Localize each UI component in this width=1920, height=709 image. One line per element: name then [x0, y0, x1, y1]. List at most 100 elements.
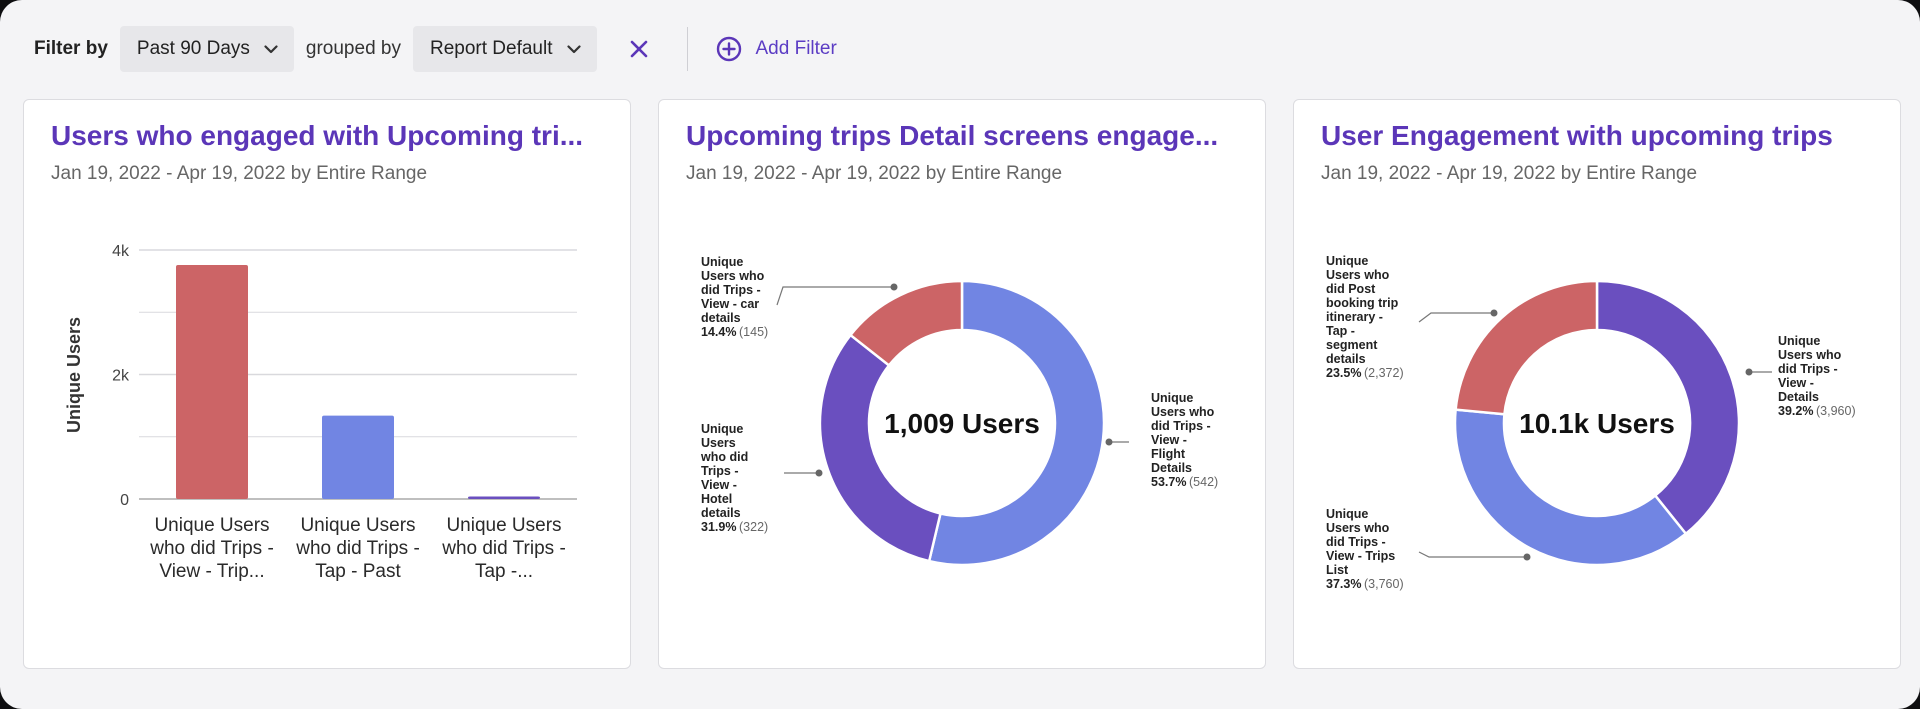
donut-slice	[818, 333, 942, 563]
slice-percent: 23.5%	[1326, 366, 1361, 380]
slice-count: (3,760)	[1364, 577, 1404, 591]
slice-label: View - car	[701, 297, 759, 311]
x-tick-label: who did Trips -	[149, 538, 274, 559]
card-title[interactable]: User Engagement with upcoming trips	[1321, 120, 1833, 151]
slice-percent: 37.3%	[1326, 577, 1361, 591]
slice-label: Users who	[1778, 348, 1842, 362]
date-range-value: Past 90 Days	[136, 38, 250, 59]
slice-label: did Trips -	[1778, 362, 1838, 376]
donut-slice	[927, 279, 1106, 567]
slice-label: List	[1326, 563, 1349, 577]
slice-label: Unique	[1326, 254, 1368, 268]
y-tick-label: 0	[120, 492, 129, 509]
slice-percent: 31.9%	[701, 520, 736, 534]
chevron-down-icon	[264, 44, 278, 53]
x-tick-label: Unique Users	[300, 515, 415, 536]
card-subtitle: Jan 19, 2022 - Apr 19, 2022 by Entire Ra…	[51, 163, 428, 184]
center-total: 10.1k Users	[1519, 408, 1675, 439]
slice-label: Hotel	[701, 492, 732, 506]
leader-dot	[1105, 438, 1113, 446]
add-filter-label: Add Filter	[755, 38, 837, 59]
slice-count: (145)	[739, 325, 768, 339]
filter-by-label: Filter by	[34, 38, 108, 59]
report-card: User Engagement with upcoming trips Jan …	[1293, 99, 1901, 669]
slice-label: did Trips -	[701, 283, 761, 297]
bar	[468, 496, 540, 499]
x-tick-label: Unique Users	[154, 515, 269, 536]
filter-bar: Filter by Past 90 Days grouped by Report…	[34, 26, 837, 72]
slice-label: View -	[1778, 376, 1814, 390]
x-tick-label: Unique Users	[446, 515, 561, 536]
slice-label: did Trips -	[1151, 419, 1211, 433]
slice-label: did Trips -	[1326, 535, 1386, 549]
slice-label: booking trip	[1326, 296, 1399, 310]
y-axis-label: Unique Users	[64, 317, 84, 433]
x-tick-label: Tap -...	[475, 561, 533, 582]
report-card: Upcoming trips Detail screens engage... …	[658, 99, 1266, 669]
y-tick-label: 2k	[112, 368, 130, 385]
date-range-dropdown[interactable]: Past 90 Days	[119, 26, 294, 72]
x-tick-label: who did Trips -	[441, 538, 566, 559]
slice-count: (322)	[739, 520, 768, 534]
y-tick-label: 4k	[112, 243, 130, 260]
slice-label: View - Trips	[1326, 549, 1395, 563]
slice-label: Unique	[1326, 507, 1368, 521]
x-tick-label: View - Trip...	[159, 561, 264, 582]
x-tick-label: who did Trips -	[295, 538, 420, 559]
slice-label: segment	[1326, 338, 1378, 352]
slice-label: Users who	[1326, 268, 1390, 282]
leader-line	[776, 286, 894, 306]
group-dropdown[interactable]: Report Default	[412, 26, 597, 72]
slice-percent: 39.2%	[1778, 404, 1813, 418]
slice-count: (3,960)	[1816, 404, 1856, 418]
slice-label: details	[701, 311, 741, 325]
slice-label: Unique	[701, 422, 743, 436]
group-value: Report Default	[429, 38, 553, 59]
leader-dot	[1523, 553, 1531, 561]
center-total: 1,009 Users	[884, 408, 1040, 439]
card-subtitle: Jan 19, 2022 - Apr 19, 2022 by Entire Ra…	[1321, 163, 1698, 184]
report-card: Users who engaged with Upcoming tri... J…	[23, 99, 631, 669]
slice-label: View -	[701, 478, 737, 492]
slice-count: (542)	[1189, 475, 1218, 489]
slice-count: (2,372)	[1364, 366, 1404, 380]
bar	[176, 264, 248, 499]
clear-filters-button[interactable]	[625, 35, 653, 63]
slice-label: itinerary -	[1326, 310, 1383, 324]
bar	[322, 415, 394, 499]
x-tick-label: Tap - Past	[315, 561, 401, 582]
chevron-down-icon	[566, 44, 581, 53]
card-title[interactable]: Upcoming trips Detail screens engage...	[686, 120, 1219, 151]
slice-label: Details	[1778, 390, 1819, 404]
slice-label: did Post	[1326, 282, 1376, 296]
add-filter-button[interactable]: Add Filter	[716, 36, 837, 62]
donut-slice	[1595, 279, 1741, 536]
close-icon	[630, 40, 647, 58]
slice-label: Users who	[1326, 521, 1390, 535]
leader-dot	[1490, 309, 1498, 317]
slice-label: details	[1326, 352, 1366, 366]
leader-line	[1418, 551, 1527, 558]
divider	[686, 27, 688, 71]
leader-line	[1418, 312, 1494, 323]
slice-label: View -	[1151, 433, 1187, 447]
slice-label: Tap -	[1326, 324, 1355, 338]
slice-label: Unique	[1778, 334, 1820, 348]
donut-slice	[1453, 408, 1688, 567]
donut-slice	[1454, 279, 1599, 416]
slice-label: Unique	[701, 255, 743, 269]
slice-label: Flight	[1151, 447, 1186, 461]
slice-label: Details	[1151, 461, 1192, 475]
card-subtitle: Jan 19, 2022 - Apr 19, 2022 by Entire Ra…	[686, 163, 1063, 184]
slice-percent: 53.7%	[1151, 475, 1186, 489]
card-title[interactable]: Users who engaged with Upcoming tri...	[51, 120, 584, 151]
slice-label: Users who	[701, 269, 765, 283]
slice-label: who did	[700, 450, 748, 464]
slice-label: Unique	[1151, 391, 1193, 405]
plus-circle-icon	[716, 36, 741, 62]
grouped-by-label: grouped by	[305, 38, 401, 59]
